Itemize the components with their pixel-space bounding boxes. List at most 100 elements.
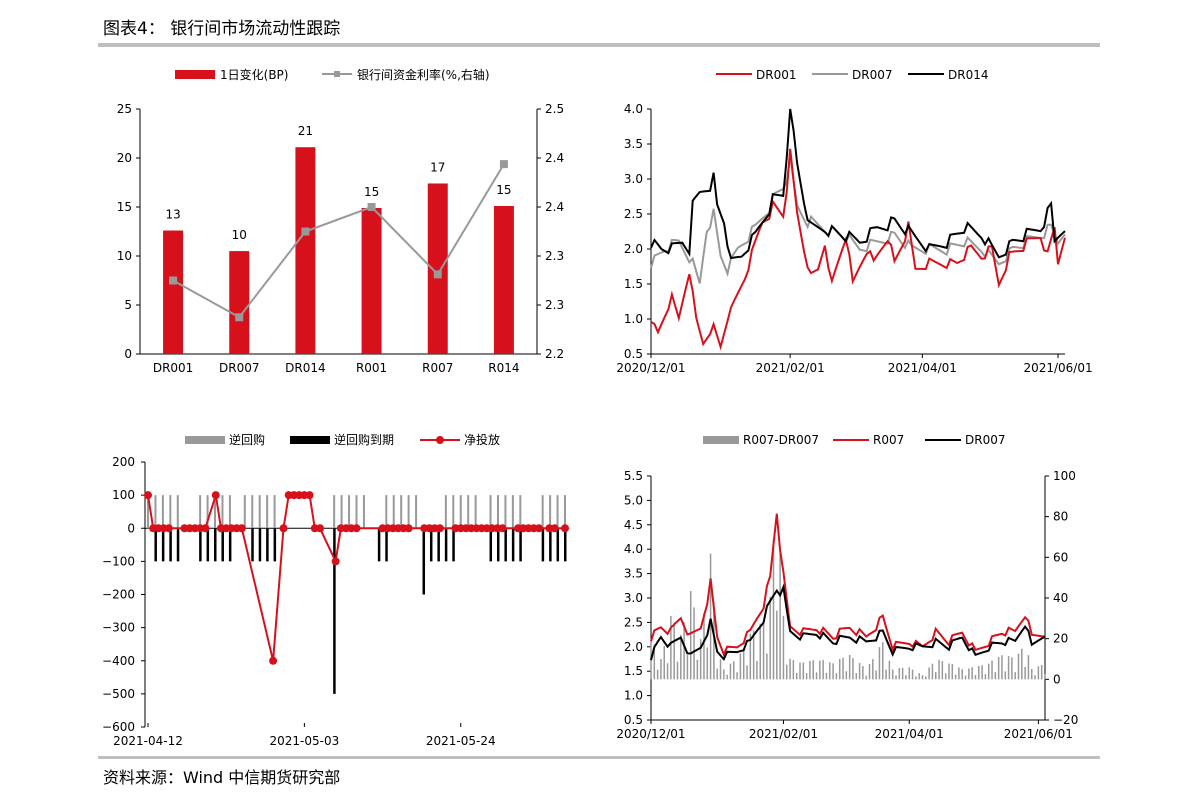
spread-bar bbox=[838, 659, 841, 680]
reverse-repo-bar bbox=[549, 495, 552, 529]
y-tick-label: 4.0 bbox=[624, 542, 643, 556]
maturity-bar bbox=[266, 528, 269, 562]
spread-bar bbox=[825, 672, 828, 680]
spread-bar bbox=[875, 670, 877, 680]
spread-bar bbox=[795, 673, 798, 680]
spread-bar bbox=[1031, 668, 1033, 680]
y-tick-label: 3.0 bbox=[624, 172, 643, 186]
spread-bar bbox=[925, 676, 927, 680]
maturity-bar bbox=[385, 528, 388, 562]
net-marker bbox=[550, 524, 559, 533]
reverse-repo-bar bbox=[176, 495, 179, 529]
net-marker bbox=[498, 524, 507, 533]
spread-bar bbox=[1024, 666, 1026, 680]
spread-bar bbox=[1021, 648, 1023, 680]
spread-bar bbox=[944, 673, 947, 680]
y-tick-label: 2.2 bbox=[545, 347, 564, 361]
bar bbox=[361, 207, 382, 354]
reverse-repo-bar bbox=[206, 495, 209, 529]
bar bbox=[163, 230, 184, 354]
spread-bar bbox=[762, 620, 765, 680]
reverse-repo-bar bbox=[407, 495, 410, 529]
spread-bar bbox=[934, 672, 937, 680]
spread-bar bbox=[812, 660, 814, 680]
net-marker bbox=[269, 656, 278, 665]
y-tick-label: 2.0 bbox=[624, 242, 643, 256]
maturity-bar bbox=[251, 528, 254, 562]
spread-bar bbox=[736, 672, 738, 680]
bar bbox=[229, 251, 250, 354]
y-tick-label: −400 bbox=[102, 654, 135, 668]
x-tick-label: DR001 bbox=[153, 361, 193, 375]
spread-bar bbox=[891, 669, 894, 680]
reverse-repo-bar bbox=[496, 495, 499, 529]
spread-bar bbox=[733, 661, 735, 680]
spread-bar bbox=[845, 671, 848, 680]
legend-swatch-marker bbox=[334, 71, 340, 77]
y-tick-label: 2.5 bbox=[545, 102, 564, 116]
x-tick-label: 2021/02/01 bbox=[749, 727, 818, 741]
legend-label: 逆回购到期 bbox=[334, 432, 394, 447]
spread-bar bbox=[994, 672, 997, 680]
series-line-r007 bbox=[650, 513, 1046, 658]
reverse-repo-bar bbox=[519, 495, 522, 529]
y-tick-label: 20 bbox=[117, 151, 132, 165]
spread-bar bbox=[729, 663, 732, 680]
spread-bar bbox=[997, 656, 1000, 680]
spread-bar bbox=[703, 613, 705, 680]
y-tick-label: 2.4 bbox=[545, 151, 564, 165]
legend-swatch bbox=[290, 436, 330, 444]
y-tick-label: 2.5 bbox=[624, 615, 643, 629]
spread-bar bbox=[1011, 657, 1013, 680]
spread-bar bbox=[911, 669, 914, 680]
spread-bar bbox=[984, 674, 987, 680]
source-note: 资料来源：Wind 中信期货研究部 bbox=[103, 768, 341, 787]
reverse-repo-bar bbox=[392, 495, 395, 529]
x-tick-label: 2020/12/01 bbox=[616, 727, 685, 741]
maturity-bar bbox=[377, 528, 381, 562]
spread-bar bbox=[915, 676, 917, 680]
rate-line bbox=[172, 163, 505, 319]
spread-bar bbox=[895, 675, 897, 680]
reverse-repo-bar bbox=[199, 495, 202, 529]
spread-bar bbox=[670, 615, 672, 680]
spread-bar bbox=[726, 674, 728, 680]
x-tick-label: DR007 bbox=[219, 361, 259, 375]
y-tick-label: −600 bbox=[102, 720, 135, 734]
net-marker bbox=[237, 524, 246, 533]
reverse-repo-bar bbox=[221, 495, 224, 529]
y-tick-label: 15 bbox=[117, 200, 132, 214]
spread-bar bbox=[776, 610, 778, 680]
y-tick-label: 0.5 bbox=[624, 347, 643, 361]
spread-bar bbox=[968, 668, 970, 680]
reverse-repo-bar bbox=[556, 495, 559, 529]
spread-bar bbox=[882, 642, 884, 680]
spread-bar bbox=[653, 644, 656, 680]
spread-bar bbox=[1004, 671, 1007, 680]
rate-marker bbox=[169, 276, 178, 285]
x-tick-label: 2021/04/01 bbox=[888, 361, 957, 375]
legend-label: 净投放 bbox=[464, 432, 500, 447]
reverse-repo-bar bbox=[348, 495, 351, 529]
spread-bar bbox=[954, 674, 957, 680]
spread-bar bbox=[1014, 672, 1016, 680]
spread-bar bbox=[683, 622, 685, 680]
spread-bar bbox=[716, 668, 718, 680]
spread-bar bbox=[802, 662, 805, 680]
maturity-bar bbox=[221, 528, 224, 562]
spread-bar bbox=[782, 615, 785, 680]
reverse-repo-bar bbox=[504, 495, 507, 529]
series-line-dr007 bbox=[650, 583, 1046, 662]
legend-label: DR014 bbox=[948, 68, 988, 82]
spread-bar bbox=[908, 667, 911, 680]
spread-bar bbox=[663, 645, 665, 680]
spread-bar bbox=[696, 659, 699, 680]
chart-4: R007-DR007 R007 DR007 0.5 1.0 1.5 2.0 2.5 3.0… bbox=[616, 433, 1078, 741]
spread-bar bbox=[938, 659, 940, 680]
spread-bar bbox=[676, 661, 679, 680]
net-marker bbox=[404, 524, 413, 533]
y-tick-label: 5.5 bbox=[624, 469, 643, 483]
spread-bar bbox=[1007, 656, 1010, 680]
x-tick-label: 2020/12/01 bbox=[616, 361, 685, 375]
reverse-repo-bar bbox=[511, 495, 514, 529]
